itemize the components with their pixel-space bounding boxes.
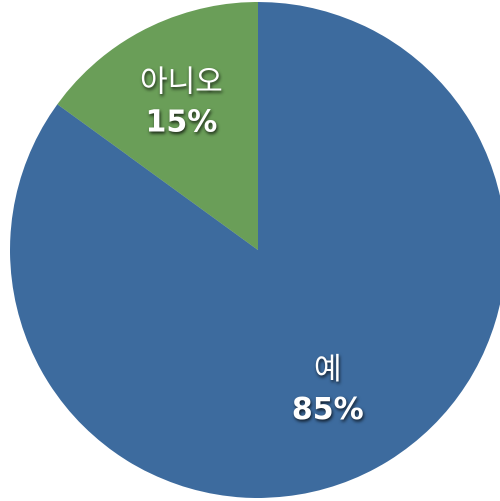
pie-slice-0 — [10, 2, 500, 498]
slice-label-0: 예 85% — [292, 352, 364, 427]
slice-name-0: 예 — [314, 352, 342, 387]
pie-slice-1 — [57, 2, 258, 250]
slice-label-1: 아니오 15% — [140, 65, 223, 140]
slice-name-1: 아니오 — [140, 65, 223, 100]
pie-slices — [10, 2, 500, 498]
slice-value-1: 15% — [145, 105, 217, 140]
slice-labels: 예 85% 아니오 15% — [140, 65, 364, 427]
slice-value-0: 85% — [292, 392, 364, 427]
